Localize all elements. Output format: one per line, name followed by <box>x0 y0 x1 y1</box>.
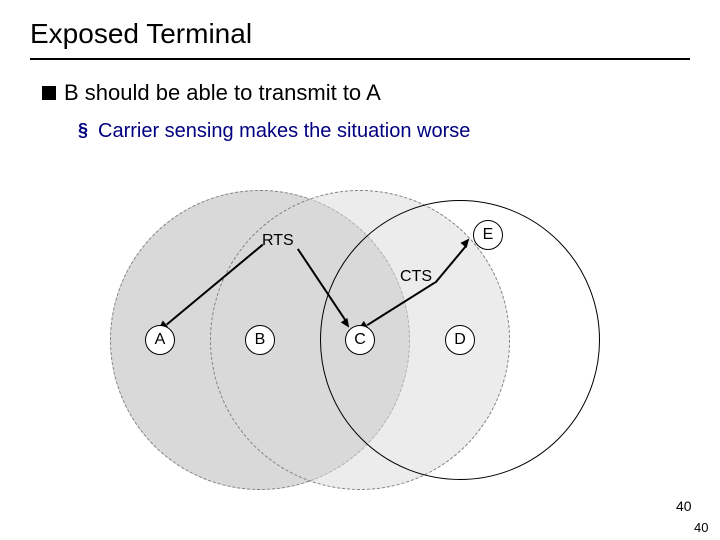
node-a: A <box>145 325 175 355</box>
page-number-0: 40 <box>676 498 692 514</box>
bullet1-text: B should be able to transmit to A <box>64 80 381 106</box>
node-e: E <box>473 220 503 250</box>
bullet-square-icon <box>42 86 56 100</box>
slide-title: Exposed Terminal <box>30 18 252 50</box>
diagram-label-cts: CTS <box>400 268 432 286</box>
diagram-label-rts: RTS <box>262 232 294 250</box>
bullet2-text: Carrier sensing makes the situation wors… <box>98 120 470 143</box>
node-b: B <box>245 325 275 355</box>
title-underline <box>30 58 690 60</box>
exposed-terminal-diagram: RTS CTS A B C D E <box>60 160 620 480</box>
page-number-1: 40 <box>694 520 708 535</box>
node-c: C <box>345 325 375 355</box>
node-d: D <box>445 325 475 355</box>
bullet-section-icon: § <box>78 120 88 141</box>
